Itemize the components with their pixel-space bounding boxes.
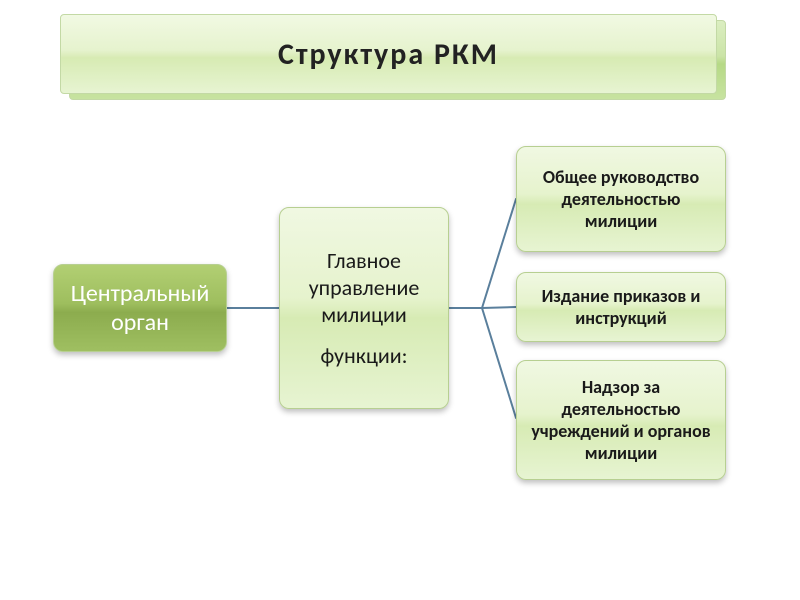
- node-central-organ: Центральный орган: [53, 264, 227, 352]
- title-bar: Структура РКМ: [60, 14, 717, 94]
- title-text: Структура РКМ: [278, 36, 499, 73]
- node-function-3-label: Надзор за деятельностью учреждений и орг…: [527, 376, 715, 464]
- node-function-1: Общее руководство деятельностью милиции: [516, 146, 726, 252]
- node-function-2-label: Издание приказов и инструкций: [527, 285, 715, 329]
- node-main-line2: функции:: [320, 342, 407, 369]
- node-function-1-label: Общее руководство деятельностью милиции: [527, 166, 715, 232]
- node-function-2: Издание приказов и инструкций: [516, 272, 726, 342]
- node-main-line1: Главное управление милиции: [290, 247, 438, 328]
- diagram-stage: Структура РКМ Центральный орган Главное …: [0, 0, 800, 600]
- node-main-department: Главное управление милиции функции:: [279, 207, 449, 409]
- node-central-label: Центральный орган: [64, 279, 216, 337]
- node-function-3: Надзор за деятельностью учреждений и орг…: [516, 360, 726, 480]
